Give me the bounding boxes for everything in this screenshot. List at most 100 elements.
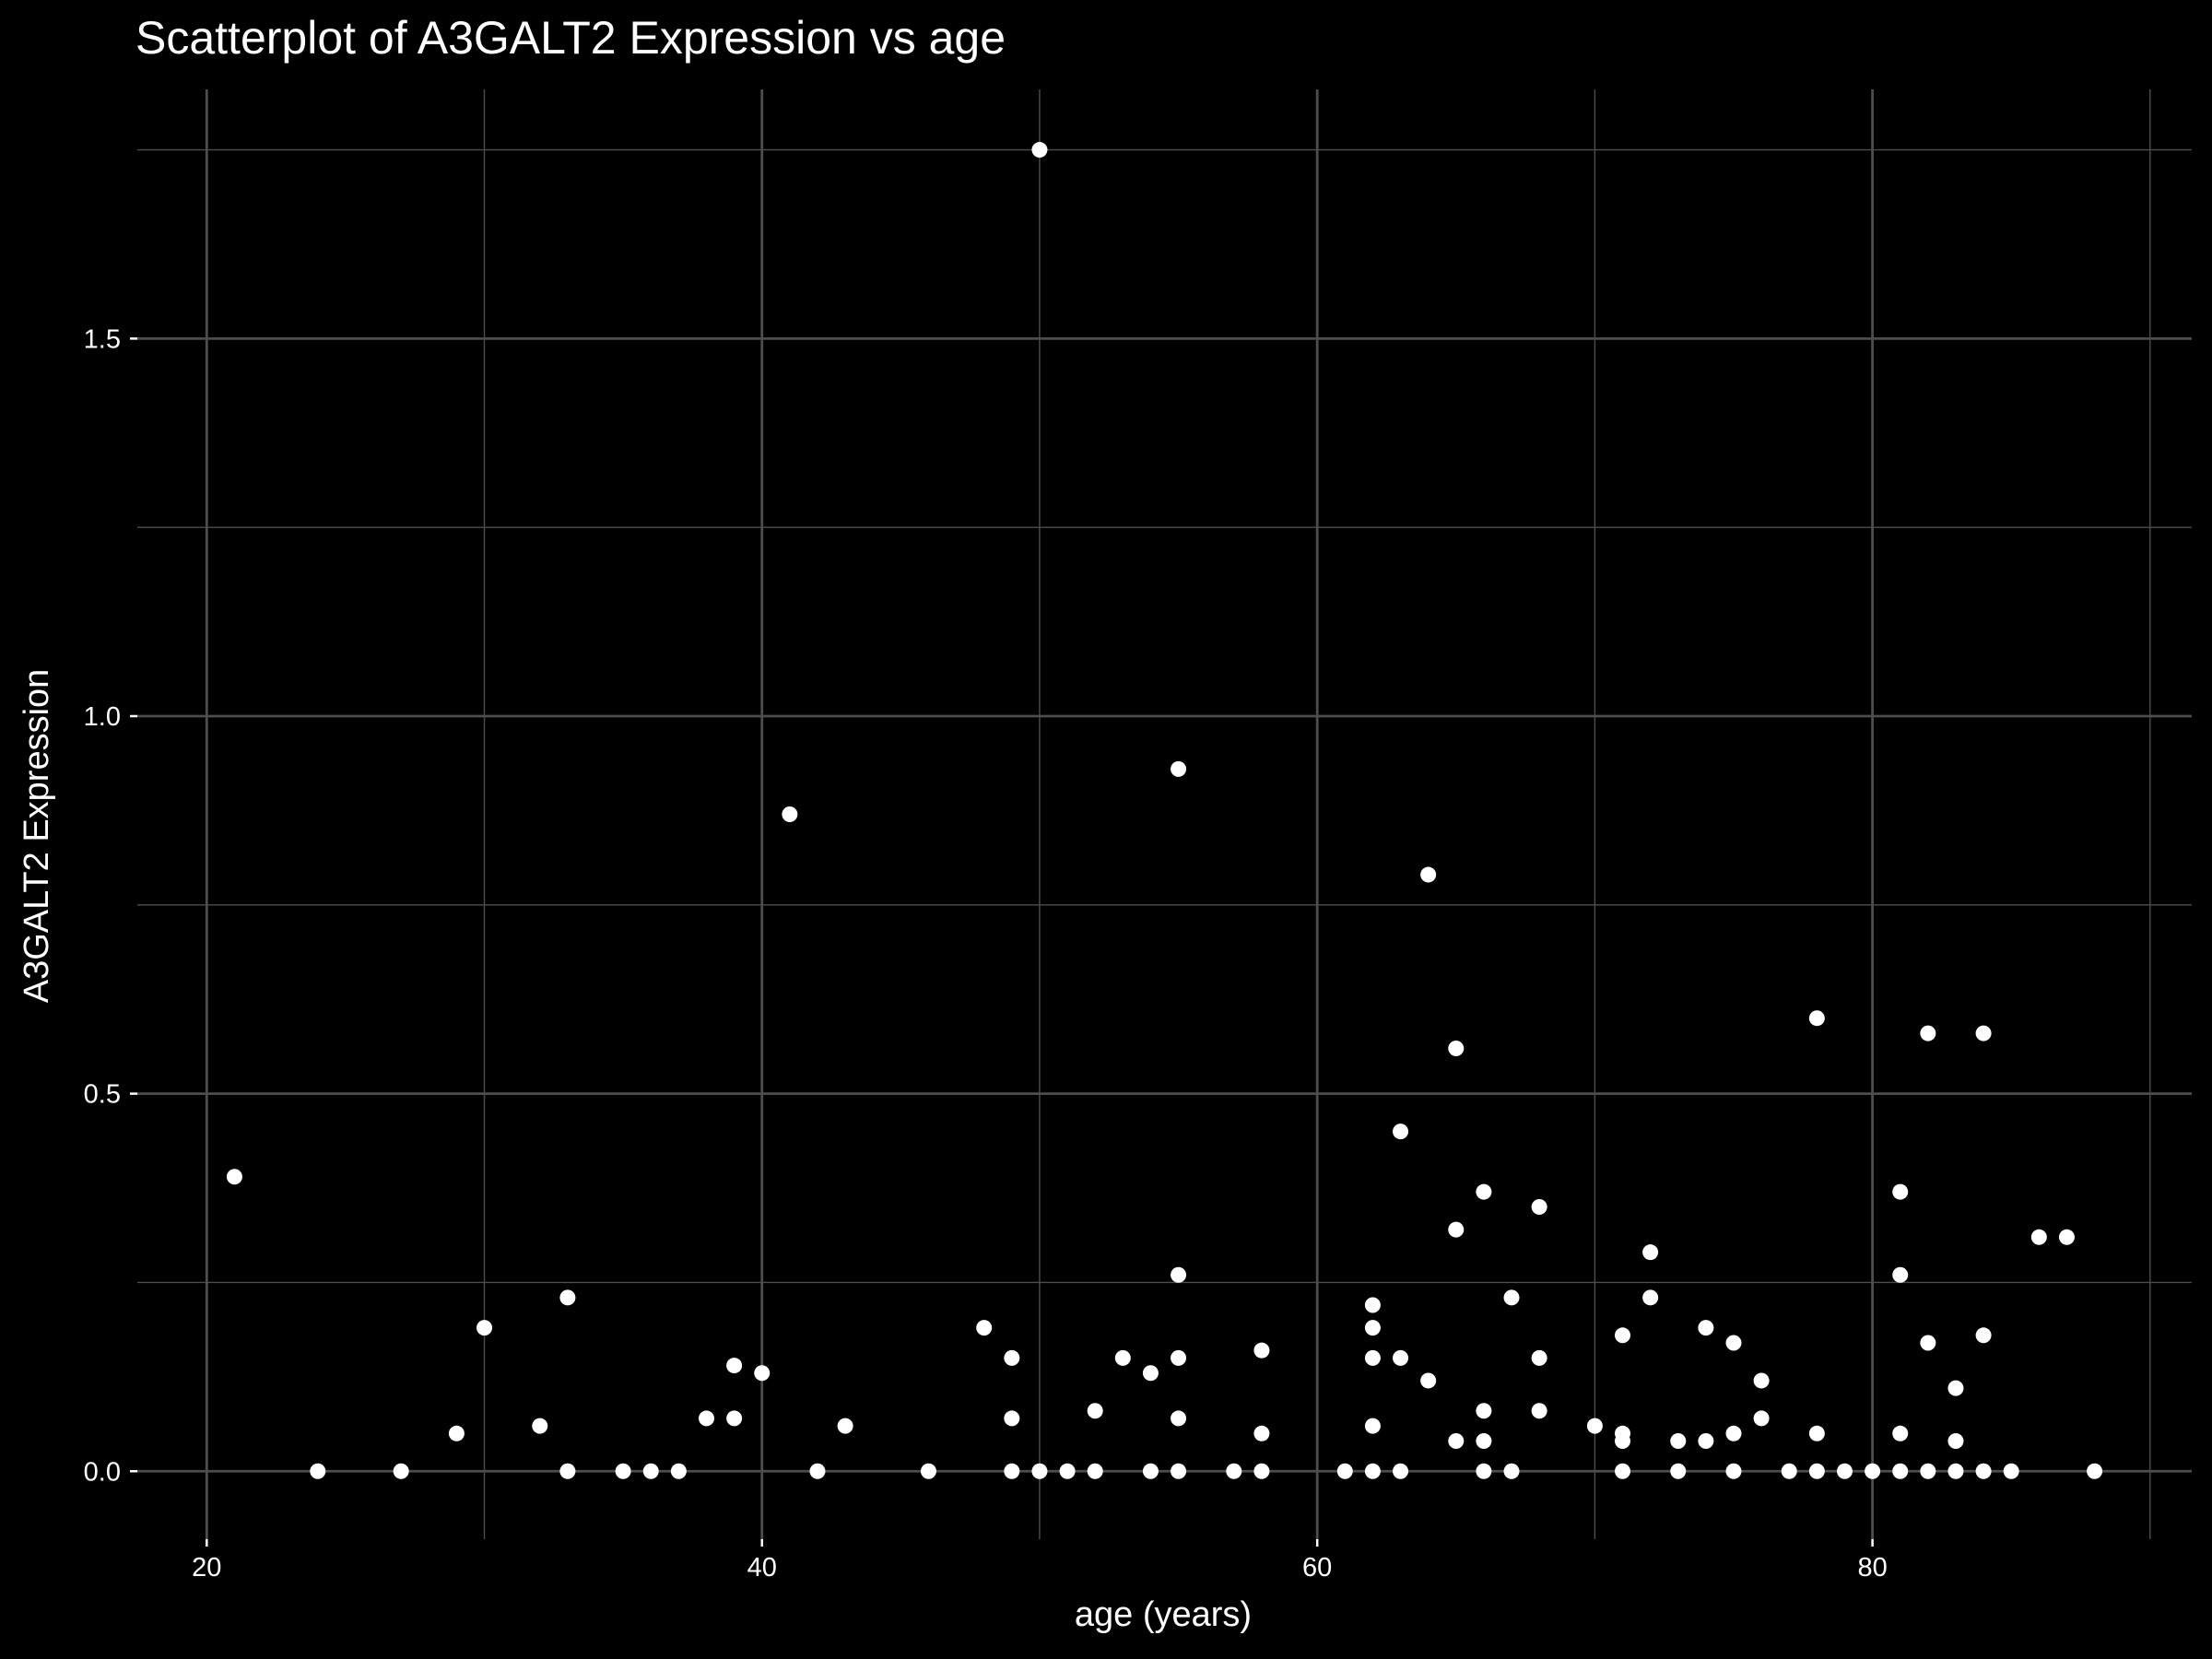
data-point — [1975, 1025, 1992, 1041]
x-axis-title: age (years) — [1075, 1595, 1252, 1634]
data-point — [642, 1463, 659, 1479]
data-point — [1087, 1463, 1103, 1479]
data-point — [2087, 1463, 2103, 1479]
data-point — [1393, 1349, 1409, 1366]
data-point — [1808, 1010, 1825, 1027]
data-point — [1836, 1463, 1853, 1479]
data-point — [1725, 1335, 1742, 1351]
data-point — [1808, 1425, 1825, 1441]
data-point — [559, 1289, 576, 1306]
data-point — [1975, 1327, 1992, 1344]
data-point — [1336, 1463, 1353, 1479]
data-point — [1476, 1403, 1492, 1419]
data-point — [1753, 1410, 1770, 1427]
data-point — [754, 1365, 771, 1382]
x-tick-label: 60 — [1302, 1553, 1332, 1583]
data-point — [310, 1463, 326, 1479]
data-point — [1920, 1335, 1936, 1351]
x-tick-label: 40 — [747, 1553, 777, 1583]
chart-title: Scatterplot of A3GALT2 Expression vs age — [135, 12, 1006, 64]
data-point — [809, 1463, 826, 1479]
data-point — [2030, 1229, 2047, 1245]
data-point — [1171, 760, 1187, 777]
data-point — [1476, 1183, 1492, 1200]
data-point — [726, 1410, 743, 1427]
data-point — [1393, 1463, 1409, 1479]
data-point — [1364, 1418, 1381, 1434]
data-point — [670, 1463, 687, 1479]
data-point — [1892, 1425, 1909, 1441]
data-point — [1031, 1463, 1048, 1479]
data-point — [393, 1463, 409, 1479]
data-point — [2058, 1229, 2075, 1245]
data-point — [1615, 1327, 1631, 1344]
data-point — [1781, 1463, 1797, 1479]
data-point — [1670, 1432, 1687, 1449]
data-point — [976, 1320, 993, 1336]
data-point — [1531, 1199, 1547, 1216]
data-point — [1920, 1463, 1936, 1479]
data-point — [1531, 1403, 1547, 1419]
data-point — [698, 1410, 714, 1427]
data-point — [920, 1463, 936, 1479]
data-point — [1531, 1349, 1547, 1366]
data-point — [1171, 1463, 1187, 1479]
data-point — [1031, 142, 1048, 159]
data-point — [1947, 1380, 1964, 1396]
x-axis-ticks: 20 40 60 80 — [192, 1539, 1888, 1583]
data-point — [1364, 1463, 1381, 1479]
data-point — [1004, 1410, 1020, 1427]
data-point — [1920, 1025, 1936, 1041]
data-point — [1476, 1463, 1492, 1479]
data-point — [1947, 1432, 1964, 1449]
data-point — [1725, 1463, 1742, 1479]
y-tick-label: 0.0 — [84, 1457, 121, 1487]
minor-gridlines — [137, 89, 2192, 1539]
data-point — [1253, 1425, 1270, 1441]
data-point — [1892, 1463, 1909, 1479]
data-point — [1420, 866, 1437, 883]
data-point — [226, 1169, 242, 1185]
data-point — [477, 1320, 493, 1336]
data-point — [615, 1463, 631, 1479]
data-point — [1448, 1432, 1465, 1449]
y-axis-ticks: 0.0 0.5 1.0 1.5 — [84, 324, 137, 1487]
y-axis-title: A3GALT2 Expression — [18, 669, 56, 1004]
data-point — [1364, 1349, 1381, 1366]
data-point — [1947, 1463, 1964, 1479]
data-point — [1642, 1244, 1659, 1261]
data-point — [1364, 1297, 1381, 1313]
data-point — [1808, 1463, 1825, 1479]
data-point — [837, 1418, 853, 1434]
data-point — [1503, 1463, 1520, 1479]
data-point — [1476, 1432, 1492, 1449]
data-point — [1059, 1463, 1076, 1479]
data-point — [2003, 1463, 2019, 1479]
data-points — [226, 142, 2103, 1479]
data-point — [1586, 1418, 1603, 1434]
data-point — [1670, 1463, 1687, 1479]
y-tick-label: 0.5 — [84, 1080, 121, 1110]
data-point — [1114, 1349, 1131, 1366]
data-point — [1171, 1266, 1187, 1283]
x-tick-label: 20 — [192, 1553, 221, 1583]
data-point — [532, 1418, 548, 1434]
data-point — [1975, 1463, 1992, 1479]
data-point — [1698, 1432, 1714, 1449]
data-point — [1226, 1463, 1242, 1479]
data-point — [1753, 1372, 1770, 1389]
data-point — [1448, 1221, 1465, 1238]
data-point — [1503, 1289, 1520, 1306]
data-point — [1642, 1289, 1659, 1306]
data-point — [1615, 1463, 1631, 1479]
data-point — [1364, 1320, 1381, 1336]
data-point — [1171, 1410, 1187, 1427]
data-point — [1420, 1372, 1437, 1389]
data-point — [1393, 1124, 1409, 1140]
data-point — [1004, 1463, 1020, 1479]
y-tick-label: 1.5 — [84, 324, 121, 354]
data-point — [1448, 1040, 1465, 1056]
data-point — [1698, 1320, 1714, 1336]
